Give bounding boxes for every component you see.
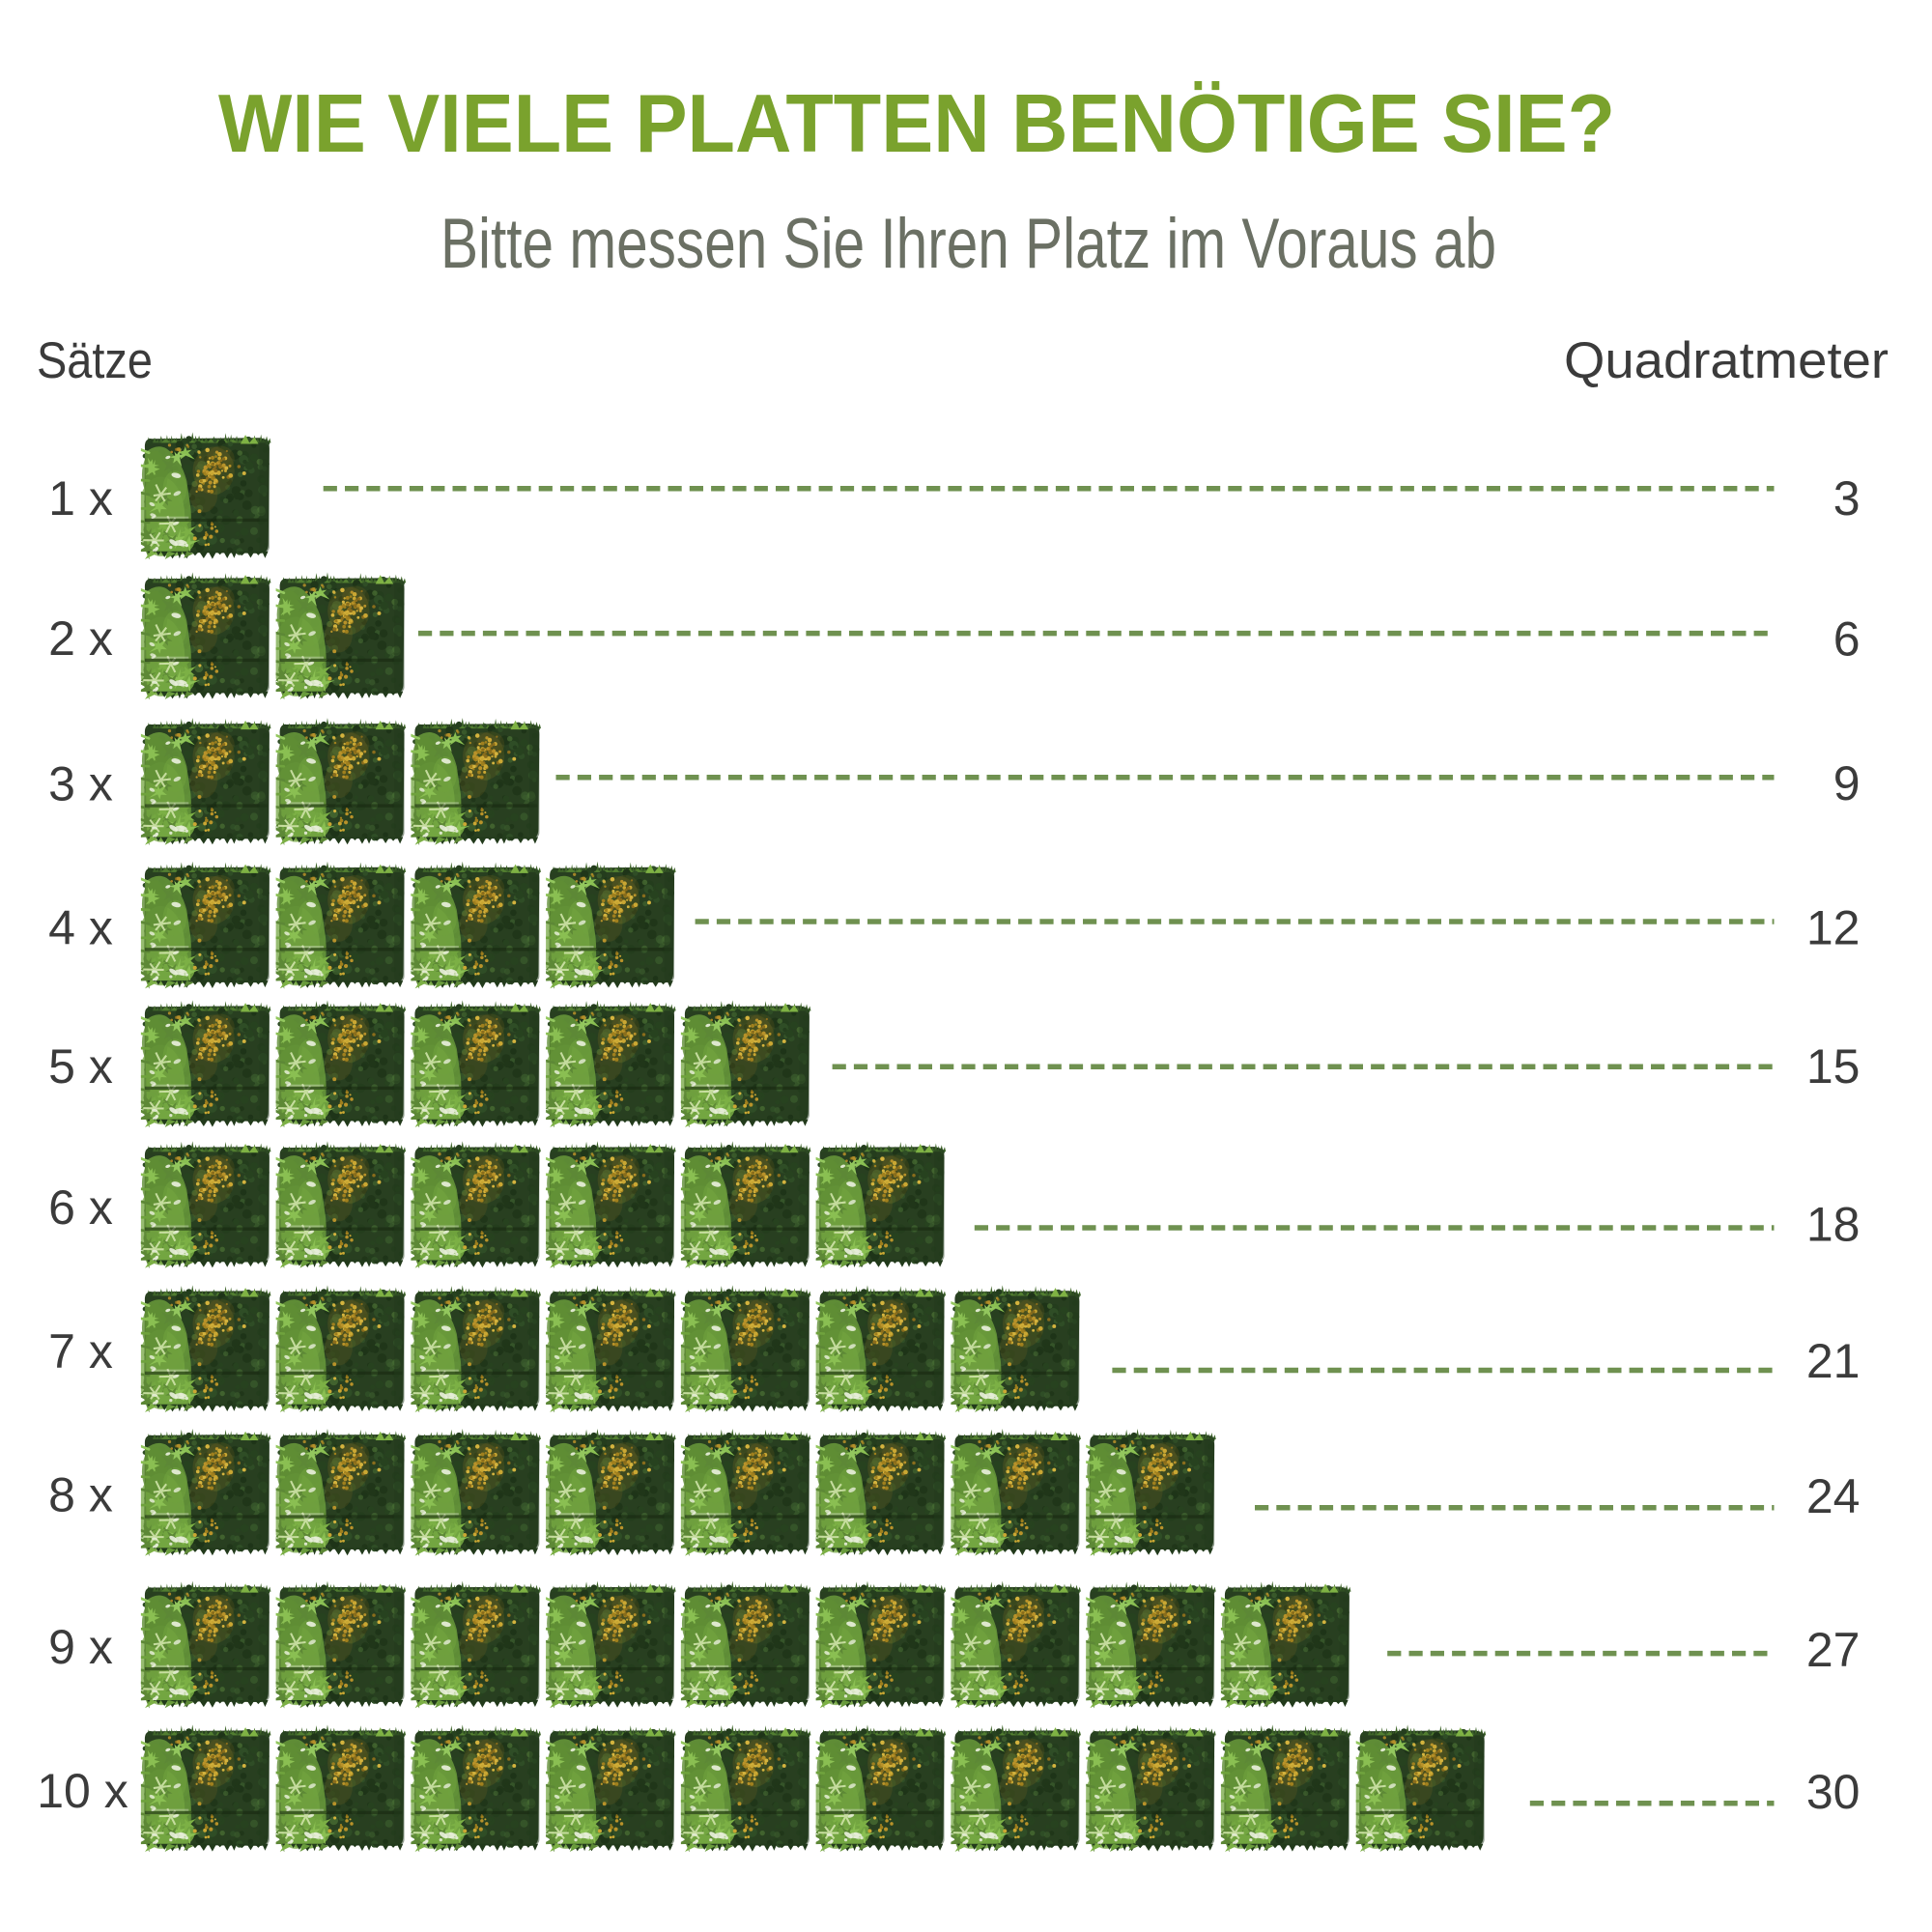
svg-text:9: 9 — [1833, 756, 1861, 810]
svg-text:30: 30 — [1806, 1765, 1861, 1819]
svg-text:8 x: 8 x — [48, 1468, 113, 1522]
svg-text:15: 15 — [1806, 1039, 1861, 1094]
svg-text:12: 12 — [1806, 900, 1861, 954]
svg-text:1 x: 1 x — [48, 471, 113, 526]
svg-text:10 x: 10 x — [37, 1764, 128, 1818]
svg-text:Quadratmeter: Quadratmeter — [1564, 332, 1889, 389]
svg-text:6: 6 — [1833, 611, 1861, 666]
svg-text:Bitte messen Sie Ihren Platz i: Bitte messen Sie Ihren Platz im Voraus a… — [440, 205, 1496, 283]
svg-text:WIE VIELE PLATTEN BENÖTIGE SIE: WIE VIELE PLATTEN BENÖTIGE SIE? — [218, 78, 1615, 170]
svg-text:7 x: 7 x — [48, 1324, 113, 1378]
svg-text:Sätze: Sätze — [37, 332, 153, 389]
svg-text:9 x: 9 x — [48, 1620, 113, 1674]
svg-text:4 x: 4 x — [48, 900, 113, 954]
svg-text:6 x: 6 x — [48, 1180, 113, 1235]
svg-text:5 x: 5 x — [48, 1039, 113, 1094]
svg-text:3: 3 — [1833, 471, 1861, 526]
svg-text:24: 24 — [1806, 1469, 1861, 1523]
svg-text:18: 18 — [1806, 1197, 1861, 1251]
svg-text:2 x: 2 x — [48, 611, 113, 666]
svg-text:27: 27 — [1806, 1623, 1861, 1677]
svg-text:21: 21 — [1806, 1334, 1861, 1388]
svg-text:3 x: 3 x — [48, 757, 113, 811]
